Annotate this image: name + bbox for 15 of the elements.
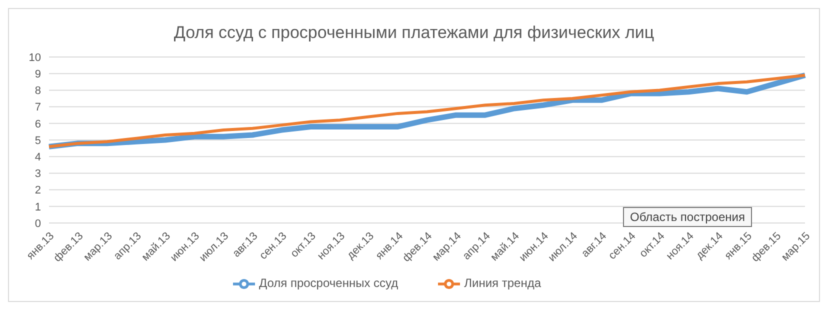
y-tick-label: 1 (34, 201, 41, 214)
y-tick-label: 6 (34, 118, 41, 130)
y-tick-label: 4 (34, 152, 41, 164)
y-tick-label: 3 (34, 168, 41, 180)
y-tick-label: 10 (28, 52, 41, 64)
y-tick-label: 9 (34, 68, 41, 81)
y-tick-label: 5 (34, 134, 41, 147)
y-tick-label: 0 (34, 218, 41, 230)
legend-label: Доля просроченных ссуд (258, 276, 398, 290)
y-tick-label: 8 (34, 85, 41, 98)
y-tick-label: 2 (34, 184, 41, 197)
legend-label: Линия тренда (464, 276, 542, 290)
y-tick-label: 7 (34, 102, 41, 114)
annotation: Область построения (623, 207, 752, 227)
chart-title: Доля ссуд с просроченными платежами для физических лиц (172, 22, 656, 44)
